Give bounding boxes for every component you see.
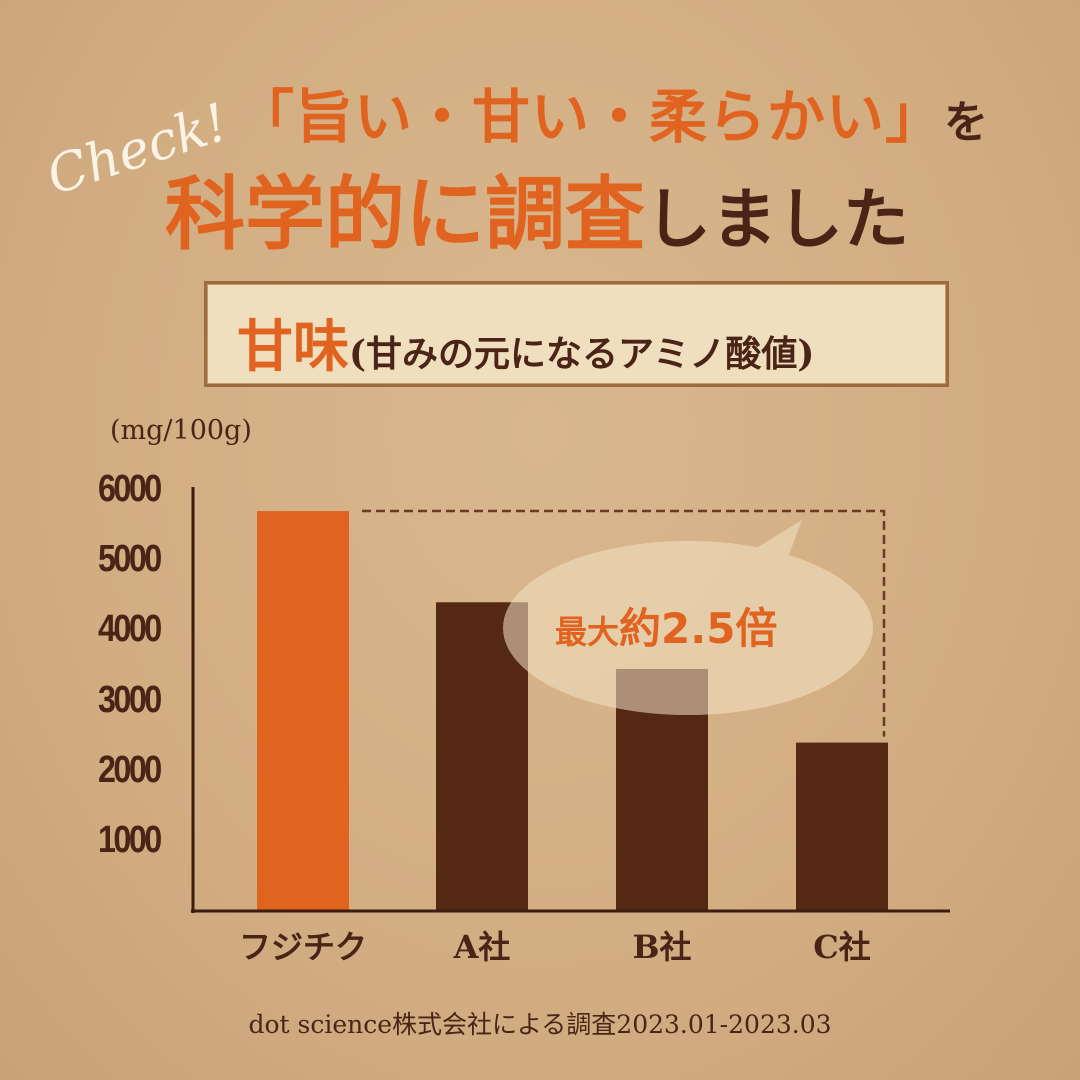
x-category-label: B社	[632, 928, 692, 966]
comparison-dashed-line	[362, 509, 886, 737]
headline-tail-2: しました	[645, 180, 909, 258]
callout-prefix: 最大	[555, 613, 620, 651]
bar	[257, 511, 349, 911]
x-category-label: A社	[453, 928, 511, 966]
x-category-label: C社	[813, 928, 871, 966]
callout-bubble-shape	[502, 520, 873, 716]
chart-title-main: 甘味	[237, 314, 349, 380]
y-axis-unit: (mg/100g)	[110, 415, 252, 446]
y-tick-label: 6000	[98, 468, 162, 510]
y-tick-label: 3000	[98, 678, 162, 721]
source-note: dot science株式会社による調査2023.01-2023.03	[248, 1010, 832, 1039]
x-category-label: フジチク	[238, 928, 367, 966]
headline-accent-1: 「旨い・甘い・柔らかい」	[236, 83, 945, 151]
y-tick-label: 2000	[98, 748, 162, 791]
bar	[796, 742, 888, 911]
callout-text: 最大約2.5倍	[555, 595, 777, 656]
headline-accent-2: 科学的に調査	[165, 167, 645, 261]
callout-value: 約2.5倍	[619, 604, 778, 653]
headline-tail-1: を	[944, 97, 990, 148]
chart-title-sub: (甘みの元になるアミノ酸値)	[349, 333, 815, 375]
callout-bubble	[502, 520, 873, 716]
y-tick-label: 4000	[98, 608, 162, 651]
headline-line-2: 科学的に調査しました	[165, 150, 909, 266]
y-tick-label: 1000	[98, 818, 162, 861]
chart-title-box: 甘味(甘みの元になるアミノ酸値)	[204, 281, 949, 387]
headline-line-1: 「旨い・甘い・柔らかい」を	[236, 70, 989, 154]
y-tick-label: 5000	[98, 538, 162, 581]
